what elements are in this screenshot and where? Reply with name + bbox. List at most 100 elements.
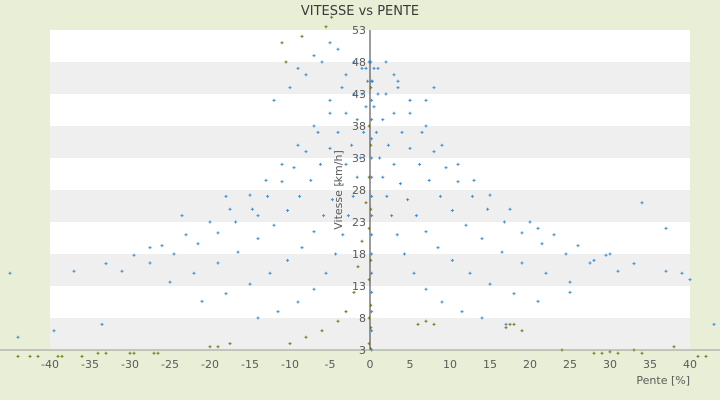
data-point <box>367 124 371 128</box>
data-point <box>528 220 532 224</box>
data-point <box>266 194 270 198</box>
x-tick-label: -30 <box>121 358 139 371</box>
data-point <box>272 223 276 227</box>
data-point <box>60 354 64 358</box>
data-point <box>480 316 484 320</box>
data-point <box>432 150 436 154</box>
data-point <box>392 162 396 166</box>
data-point <box>384 60 388 64</box>
data-point <box>104 262 108 266</box>
data-point <box>328 111 332 115</box>
data-point <box>520 261 524 265</box>
data-point <box>370 252 374 256</box>
data-point <box>400 130 404 134</box>
y-tick-label: 43 <box>352 88 366 101</box>
data-point <box>500 250 504 254</box>
x-tick-label: -20 <box>201 358 219 371</box>
data-point <box>386 143 390 147</box>
x-axis-title: Pente [%] <box>636 374 690 387</box>
data-point <box>360 66 364 70</box>
data-point <box>398 182 402 186</box>
data-point <box>540 242 544 246</box>
y-tick-label: 13 <box>352 280 366 293</box>
data-point <box>392 111 396 115</box>
data-point <box>152 351 156 355</box>
data-point <box>208 220 212 224</box>
data-point <box>132 351 136 355</box>
data-point <box>312 54 316 58</box>
data-point <box>367 226 371 230</box>
data-point <box>420 130 424 134</box>
data-point <box>564 252 568 256</box>
data-point <box>350 143 354 147</box>
data-point <box>504 322 508 326</box>
data-point <box>592 258 596 262</box>
data-point <box>370 310 374 314</box>
data-point <box>456 180 460 184</box>
y-axis-title: Vitesse [km/h] <box>332 150 345 230</box>
data-point <box>360 92 364 96</box>
data-point <box>372 105 376 109</box>
data-point <box>36 354 40 358</box>
data-point <box>696 354 700 358</box>
data-point <box>392 73 396 77</box>
data-point <box>192 271 196 275</box>
data-point <box>248 193 252 197</box>
data-point <box>104 351 108 355</box>
y-tick-label: 3 <box>359 344 366 357</box>
data-point <box>364 66 368 70</box>
data-point <box>256 214 260 218</box>
data-point <box>132 253 136 257</box>
data-point <box>502 220 506 224</box>
data-point <box>600 351 604 355</box>
data-point <box>688 278 692 282</box>
data-point <box>172 252 176 256</box>
data-point <box>374 130 378 134</box>
data-point <box>324 25 328 29</box>
data-point <box>16 354 20 358</box>
data-point <box>341 233 345 237</box>
data-point <box>351 194 355 198</box>
data-point <box>372 66 376 70</box>
data-point <box>344 111 348 115</box>
data-point <box>536 299 540 303</box>
data-point <box>432 86 436 90</box>
data-point <box>316 130 320 134</box>
data-point <box>536 226 540 230</box>
data-point <box>272 98 276 102</box>
data-point <box>427 178 431 182</box>
data-point <box>298 194 302 198</box>
data-point <box>364 105 368 109</box>
data-point <box>264 178 268 182</box>
y-tick-label: 18 <box>352 248 366 261</box>
data-point <box>488 282 492 286</box>
data-point <box>604 253 608 257</box>
data-point <box>28 354 32 358</box>
data-point <box>414 214 418 218</box>
data-point <box>488 193 492 197</box>
data-point <box>320 329 324 333</box>
data-point <box>340 86 344 90</box>
data-point <box>224 292 228 296</box>
data-point <box>370 290 374 294</box>
data-point <box>268 271 272 275</box>
data-point <box>544 271 548 275</box>
data-point <box>224 194 228 198</box>
data-point <box>328 146 332 150</box>
data-point <box>438 194 442 198</box>
data-point <box>276 310 280 314</box>
data-point <box>338 182 342 186</box>
data-point <box>608 350 612 354</box>
data-point <box>234 220 238 224</box>
x-tick-label: -35 <box>81 358 99 371</box>
data-point <box>680 271 684 275</box>
data-point <box>424 124 428 128</box>
data-point <box>364 201 368 205</box>
data-point <box>369 347 373 351</box>
x-tick-label: 10 <box>443 358 457 371</box>
data-point <box>296 66 300 70</box>
data-point <box>280 162 284 166</box>
x-tick-label: 20 <box>523 358 537 371</box>
data-point <box>168 280 172 284</box>
data-point <box>184 233 188 237</box>
